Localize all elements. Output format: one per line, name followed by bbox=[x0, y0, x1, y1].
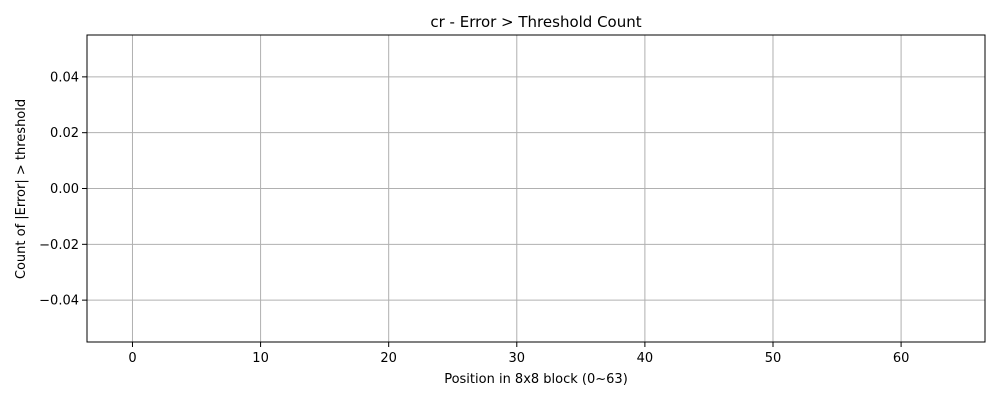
grid-layer bbox=[87, 35, 985, 342]
x-tick-label: 60 bbox=[893, 351, 910, 366]
y-tick-label: 0.00 bbox=[50, 182, 79, 197]
x-tick-label: 50 bbox=[765, 351, 782, 366]
chart-title: cr - Error > Threshold Count bbox=[430, 13, 641, 31]
x-tick-label: 40 bbox=[637, 351, 654, 366]
y-tick-label: 0.04 bbox=[50, 70, 79, 85]
x-axis-label: Position in 8x8 block (0~63) bbox=[444, 372, 628, 387]
x-tick-label: 20 bbox=[380, 351, 397, 366]
x-axis-ticks: 0 10 20 30 40 50 60 bbox=[128, 342, 909, 366]
y-tick-label: −0.04 bbox=[39, 294, 79, 309]
x-tick-label: 30 bbox=[509, 351, 526, 366]
x-tick-label: 0 bbox=[128, 351, 136, 366]
y-tick-label: 0.02 bbox=[50, 126, 79, 141]
y-axis-label: Count of |Error| > threshold bbox=[14, 99, 29, 279]
x-tick-label: 10 bbox=[252, 351, 269, 366]
y-axis-ticks: −0.04 −0.02 0.00 0.02 0.04 bbox=[39, 70, 87, 309]
y-tick-label: −0.02 bbox=[39, 238, 79, 253]
